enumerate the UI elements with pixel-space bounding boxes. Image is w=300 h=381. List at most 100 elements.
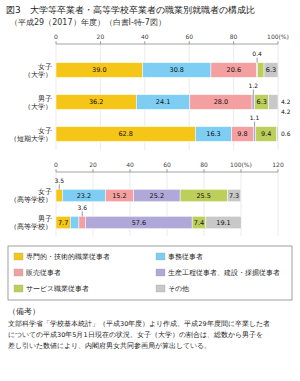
data-label: 3.5 (54, 177, 64, 184)
bar-segment (195, 127, 231, 142)
chart: 図3 大学等卒業者・高等学校卒業者の職業別就職者の構成比 （平成29（2017）年… (0, 0, 300, 381)
tick-label: 40 (141, 33, 149, 40)
data-labels: 3.523.215.225.225.57.37.73.657.67.419.1 (54, 177, 239, 227)
bar-segment (86, 216, 193, 228)
bar-segment (206, 216, 241, 228)
title: 図3 大学等卒業者・高等学校卒業者の職業別就職者の構成比 (6, 5, 255, 15)
legend-label: サービス職業従事者 (26, 285, 89, 293)
tick-label: 60 (163, 161, 171, 168)
data-label: 16.3 (206, 130, 220, 138)
tick-label: 20 (89, 161, 97, 168)
tick-mark (167, 169, 168, 172)
tick-mark (144, 41, 145, 44)
grid-line (278, 172, 279, 236)
bar-segment (192, 216, 206, 228)
data-label: 7.4 (194, 219, 204, 227)
data-label: 6.3 (266, 66, 276, 74)
data-label: 4.2 (281, 98, 291, 105)
bar-segment (105, 189, 133, 201)
bar-segment (256, 127, 277, 142)
category-label: 女子（大学） (24, 63, 52, 79)
data-labels: 39.030.820.60.46.336.224.128.01.26.34.26… (89, 50, 291, 138)
legend-label: 専門的・技術的職業従事者 (26, 253, 110, 261)
bar-segment (277, 127, 278, 142)
category-label: 男子（大学） (24, 95, 52, 111)
tick-label: 20 (97, 33, 105, 40)
subtitle: （平成29（2017）年度）（白書I-特-7図） (10, 18, 166, 27)
bar-segment (143, 63, 211, 78)
bar-segment (56, 95, 136, 110)
legend-label: その他 (168, 285, 189, 293)
bar-segment (227, 189, 241, 201)
bar-segment (190, 95, 252, 110)
bar-segment (136, 95, 190, 110)
tick-mark (204, 169, 205, 172)
legend-swatch (14, 285, 23, 292)
data-label: 1.2 (249, 82, 259, 89)
data-label: 23.2 (77, 192, 91, 200)
data-label: 62.8 (118, 130, 132, 138)
background (0, 0, 300, 381)
panel: 020406080100(%)120女子（高等学校）男子（高等学校）3.523.… (10, 161, 284, 236)
data-label: 7.3 (229, 192, 239, 200)
leader-line (257, 58, 258, 63)
tick-mark (93, 169, 94, 172)
data-label: 30.8 (170, 66, 184, 74)
bar-segment (134, 189, 181, 201)
bar-segment (56, 63, 143, 78)
bar-segment (252, 95, 255, 110)
note: （備考） (8, 307, 40, 316)
data-label: 0.6 (281, 130, 291, 137)
tick-label: 0 (54, 33, 58, 40)
bar-segment (258, 63, 264, 78)
tick-label: 0 (54, 161, 58, 168)
bars (56, 189, 241, 228)
tick-mark (278, 169, 279, 172)
legend-swatch (156, 269, 165, 276)
bar-segment (70, 216, 79, 228)
tick-mark (233, 41, 234, 44)
bar-segment (56, 216, 70, 228)
tick-label: 80 (230, 33, 238, 40)
category-label: 女子（短期大学） (10, 127, 52, 143)
tick-mark (278, 41, 279, 44)
tick-label: 80 (200, 161, 208, 168)
tick-mark (189, 41, 190, 44)
tick-label: 120 (272, 161, 284, 168)
tick-mark (241, 169, 242, 172)
legend-label: 事務従事者 (168, 253, 203, 261)
bar-segment (211, 63, 257, 78)
tick-mark (56, 169, 57, 172)
data-label: 7.7 (58, 219, 68, 227)
bar-segment (269, 95, 278, 110)
legend-swatch (14, 269, 23, 276)
panel: 020406080100(%)女子（大学）男子（大学）女子（短期大学）39.03… (10, 33, 291, 150)
legend-box (8, 246, 292, 300)
bar-segment (253, 127, 255, 142)
data-label: 15.2 (112, 192, 126, 200)
data-label: 25.5 (196, 192, 210, 200)
bar-segment (79, 216, 86, 228)
data-label: 28.0 (214, 98, 228, 106)
data-label: 20.6 (227, 66, 241, 74)
leader-line (254, 122, 255, 127)
tick-label: 100(%) (267, 33, 289, 40)
data-label: 0.4 (252, 50, 262, 57)
tick-label: 40 (126, 161, 134, 168)
bar-segment (62, 189, 105, 201)
data-label: 36.2 (89, 98, 103, 106)
legend: 専門的・技術的職業従事者事務従事者販売従事者生産工程従事者、建設・採掘従事者サー… (8, 246, 292, 300)
data-label: 25.2 (150, 192, 164, 200)
legend-swatch (14, 253, 23, 260)
legend-swatch (156, 253, 165, 260)
note: についての平成30年5月1日現在の状況。女子（大学）の割合は、総数から男子を (8, 331, 263, 339)
data-label: 9.8 (237, 130, 247, 138)
leader-line (82, 211, 83, 216)
bar-segment (180, 189, 227, 201)
bar-segment (56, 127, 195, 142)
tick-mark (100, 41, 101, 44)
bar-segment (264, 63, 278, 78)
note: 差し引いた数値により、内閣府男女共同参画局が算出している。 (8, 342, 211, 350)
data-label: 19.1 (216, 219, 230, 227)
data-label: 6.3 (257, 98, 267, 106)
